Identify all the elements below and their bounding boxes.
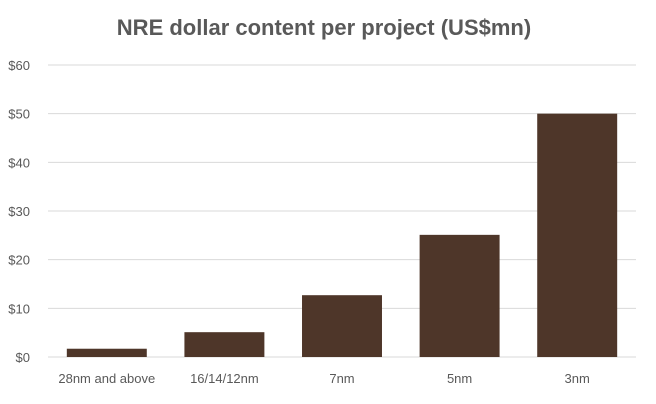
- y-tick-label: $20: [8, 253, 30, 268]
- bar: [419, 234, 500, 357]
- bars: [66, 113, 618, 358]
- x-category-label: 7nm: [329, 371, 354, 386]
- y-axis-tick-labels: $0 $10 $20 $30 $40 $50 $60: [8, 58, 30, 365]
- chart-title: NRE dollar content per project (US$mn): [117, 15, 531, 40]
- bar: [184, 332, 265, 357]
- y-tick-label: $40: [8, 155, 30, 170]
- y-tick-label: $30: [8, 204, 30, 219]
- gridlines: [48, 64, 636, 358]
- y-tick-label: $50: [8, 107, 30, 122]
- x-category-label: 28nm and above: [58, 371, 155, 386]
- x-category-label: 16/14/12nm: [190, 371, 259, 386]
- x-category-label: 5nm: [447, 371, 472, 386]
- x-axis-category-labels: 28nm and above 16/14/12nm 7nm 5nm 3nm: [58, 371, 589, 386]
- bar: [537, 113, 618, 358]
- bar: [302, 295, 382, 357]
- x-category-label: 3nm: [565, 371, 590, 386]
- y-tick-label: $0: [16, 350, 30, 365]
- bar: [66, 348, 147, 357]
- y-tick-label: $60: [8, 58, 30, 73]
- y-tick-label: $10: [8, 301, 30, 316]
